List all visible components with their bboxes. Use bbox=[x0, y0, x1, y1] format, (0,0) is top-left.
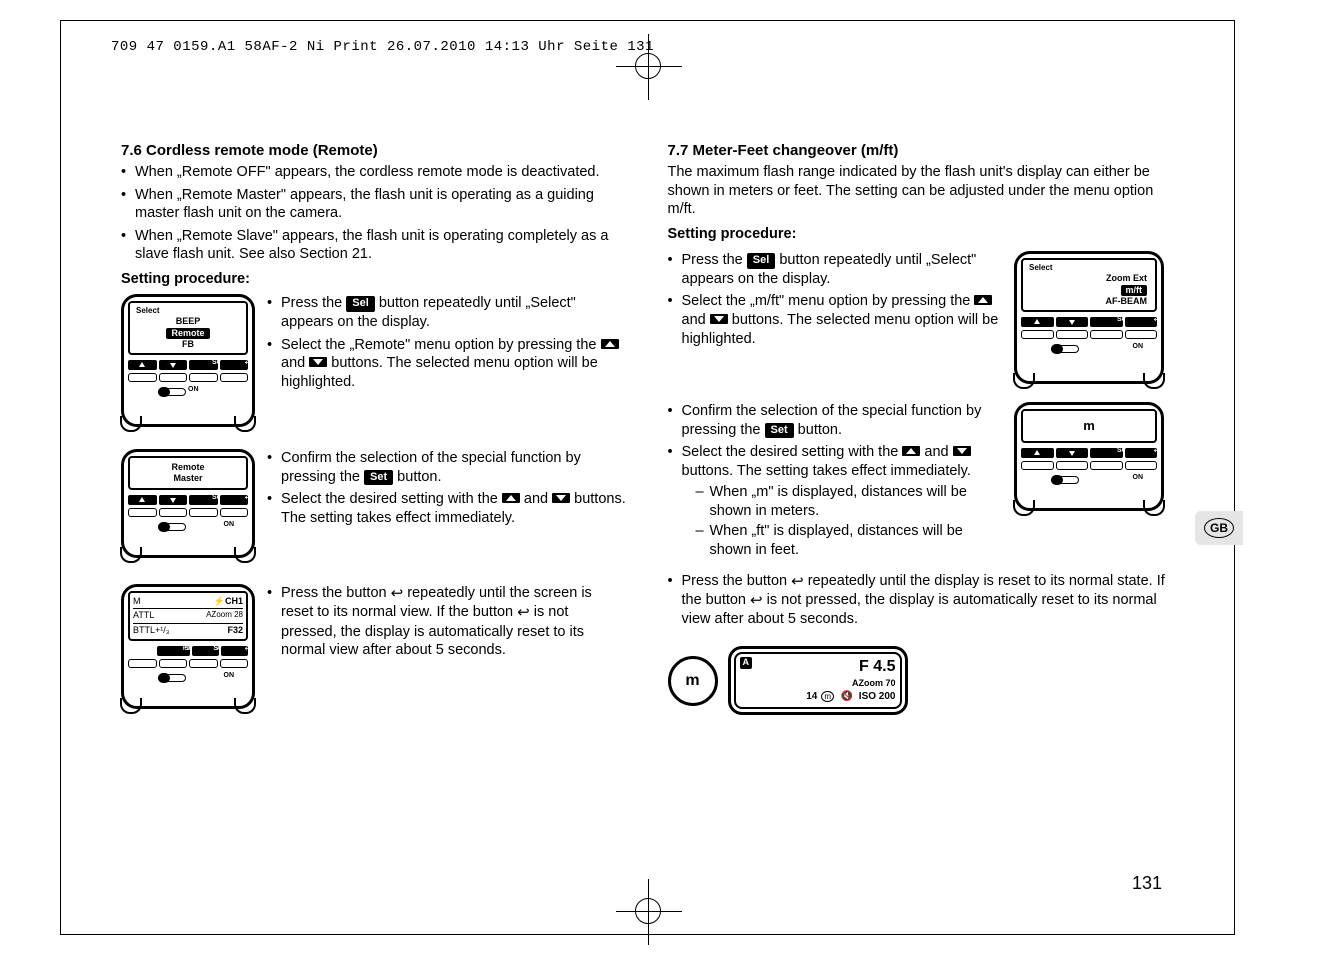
figure-row: Confirm the selection of the special fun… bbox=[668, 402, 1175, 563]
up-arrow-icon bbox=[601, 339, 619, 349]
screen-select-label: Select bbox=[1025, 263, 1153, 273]
screen-line: FB bbox=[132, 339, 244, 350]
step: Confirm the selection of the special fun… bbox=[668, 402, 1003, 439]
down-arrow-icon bbox=[552, 493, 570, 503]
mode-dial: m bbox=[668, 656, 718, 706]
step: Select the desired setting with the and … bbox=[267, 490, 628, 527]
setting-procedure-label: Setting procedure: bbox=[668, 225, 1175, 244]
return-icon: ↩ bbox=[517, 603, 530, 622]
content-columns: 7.6 Cordless remote mode (Remote) When „… bbox=[121, 141, 1174, 864]
distance: 14 bbox=[806, 691, 817, 702]
figure-row: Select BEEP Remote FB ON Press the Sel b… bbox=[121, 294, 628, 427]
screen-line: Remote bbox=[132, 462, 244, 473]
left-column: 7.6 Cordless remote mode (Remote) When „… bbox=[121, 141, 628, 864]
set-chip: Set bbox=[765, 423, 794, 438]
down-arrow-icon bbox=[953, 446, 971, 456]
screen-select-label: Select bbox=[132, 306, 244, 316]
device-figure-remote-select: Select BEEP Remote FB ON bbox=[121, 294, 255, 427]
print-header: 709 47 0159.A1 58AF-2 Ni Print 26.07.201… bbox=[111, 39, 654, 55]
sel-chip: Sel bbox=[346, 296, 375, 311]
return-icon: ↩ bbox=[750, 591, 763, 610]
step: Press the button ↩ repeatedly until the … bbox=[267, 584, 628, 659]
page-number: 131 bbox=[1132, 873, 1162, 894]
right-column: 7.7 Meter-Feet changeover (m/ft) The max… bbox=[668, 141, 1175, 864]
step: Confirm the selection of the special fun… bbox=[267, 449, 628, 486]
up-arrow-icon bbox=[974, 295, 992, 305]
down-arrow-icon bbox=[309, 357, 327, 367]
step: Select the „m/ft" menu option by pressin… bbox=[668, 292, 1003, 348]
dial-lcd-row: m A F 4.5 AZoom 70 14 m 🔇 bbox=[668, 646, 1175, 715]
intro-bullets: When „Remote OFF" appears, the cordless … bbox=[121, 163, 628, 264]
f-number: F32 bbox=[227, 625, 243, 636]
channel: CH1 bbox=[225, 596, 243, 606]
return-icon: ↩ bbox=[791, 572, 804, 591]
figure-row: Press the Sel button repeatedly until „S… bbox=[668, 251, 1175, 384]
figure-row: Remote Master ON Confirm the selection o… bbox=[121, 449, 628, 558]
section-heading: 7.7 Meter-Feet changeover (m/ft) bbox=[668, 141, 1175, 160]
step: Press the Sel button repeatedly until „S… bbox=[668, 251, 1003, 288]
device-figure-remote-master: Remote Master ON bbox=[121, 449, 255, 558]
screen-line: m bbox=[1083, 418, 1095, 434]
iso: ISO 200 bbox=[859, 691, 896, 702]
bullet: When „Remote OFF" appears, the cordless … bbox=[121, 163, 628, 182]
intro-text: The maximum flash range indicated by the… bbox=[668, 163, 1175, 219]
page-frame: 709 47 0159.A1 58AF-2 Ni Print 26.07.201… bbox=[60, 20, 1235, 935]
language-tab: GB bbox=[1195, 511, 1243, 545]
device-figure-lcd-remote: M ⚡CH1 ATTL AZoom 28 BTTL+¹/₃ F32 bbox=[121, 584, 255, 709]
crop-mark-top bbox=[635, 53, 661, 79]
b-ttl: TTL+¹/₃ bbox=[139, 625, 169, 635]
screen-line: Master bbox=[132, 473, 244, 484]
sound-icon: 🔇 bbox=[841, 691, 853, 702]
sel-chip: Sel bbox=[747, 253, 776, 268]
figure-row: M ⚡CH1 ATTL AZoom 28 BTTL+¹/₃ F32 bbox=[121, 584, 628, 709]
screen-line: BEEP bbox=[132, 316, 244, 327]
set-chip: Set bbox=[364, 470, 393, 485]
bullet: When „Remote Slave" appears, the flash u… bbox=[121, 227, 628, 264]
screen-highlight: m/ft bbox=[1121, 285, 1148, 296]
azoom: AZoom 28 bbox=[206, 610, 243, 621]
return-icon: ↩ bbox=[391, 584, 404, 603]
a-tag: A bbox=[740, 657, 753, 669]
device-figure-m: m ON bbox=[1014, 402, 1164, 511]
device-figure-mft-select: Select Zoom Ext m/ft AF-BEAM ON bbox=[1014, 251, 1164, 384]
figure-row: Press the button ↩ repeatedly until the … bbox=[668, 572, 1175, 633]
section-heading: 7.6 Cordless remote mode (Remote) bbox=[121, 141, 628, 160]
down-arrow-icon bbox=[710, 314, 728, 324]
step: Press the button ↩ repeatedly until the … bbox=[668, 572, 1175, 629]
azoom: AZoom 70 bbox=[740, 678, 896, 690]
lcd-display: A F 4.5 AZoom 70 14 m 🔇 ISO 200 bbox=[728, 646, 908, 715]
unit-circle: m bbox=[821, 691, 834, 702]
dash-item: When „ft" is displayed, distances will b… bbox=[696, 522, 1003, 559]
screen-line: Zoom Ext bbox=[1025, 273, 1153, 284]
a-ttl: TTL bbox=[138, 610, 154, 620]
step: Select the „Remote" menu option by press… bbox=[267, 336, 628, 392]
step: Press the Sel button repeatedly until „S… bbox=[267, 294, 628, 331]
screen-line: AF-BEAM bbox=[1025, 296, 1153, 307]
bullet: When „Remote Master" appears, the flash … bbox=[121, 186, 628, 223]
crop-mark-bottom bbox=[635, 898, 661, 924]
up-arrow-icon bbox=[502, 493, 520, 503]
up-arrow-icon bbox=[902, 446, 920, 456]
setting-procedure-label: Setting procedure: bbox=[121, 270, 628, 289]
screen-highlight: Remote bbox=[166, 328, 209, 339]
f-value: F 4.5 bbox=[859, 657, 895, 677]
m-tag: M bbox=[133, 596, 141, 606]
dash-item: When „m" is displayed, distances will be… bbox=[696, 483, 1003, 520]
step: Select the desired setting with the and … bbox=[668, 443, 1003, 559]
